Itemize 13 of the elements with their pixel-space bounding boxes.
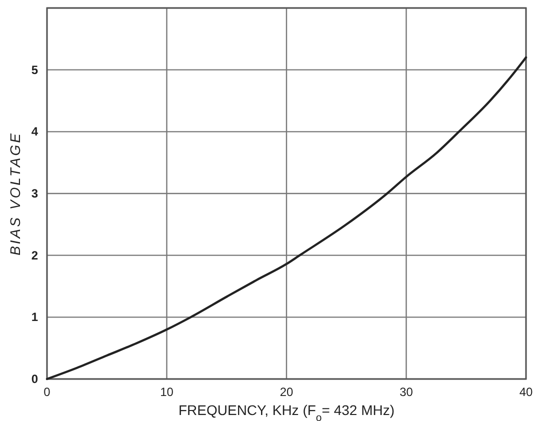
y-tick-label: 4 xyxy=(31,124,38,139)
y-tick-label: 2 xyxy=(31,248,38,262)
y-tick-label: 5 xyxy=(31,62,38,77)
x-tick-label: 20 xyxy=(280,385,294,399)
x-axis-title: FREQUENCY, KHz (F$_{o}$= 432 MHz) xyxy=(178,402,395,421)
y-axis-title: BIAS VOLTAGE xyxy=(7,132,23,256)
y-tick-label: 0 xyxy=(31,372,38,386)
x-tick-label: 30 xyxy=(400,385,414,399)
x-tick-label: 0 xyxy=(44,385,51,399)
y-tick-label: 3 xyxy=(31,186,38,200)
y-tick-label: 1 xyxy=(31,310,38,324)
x-tick-label: 10 xyxy=(160,385,174,399)
x-tick-label: 40 xyxy=(519,385,533,399)
